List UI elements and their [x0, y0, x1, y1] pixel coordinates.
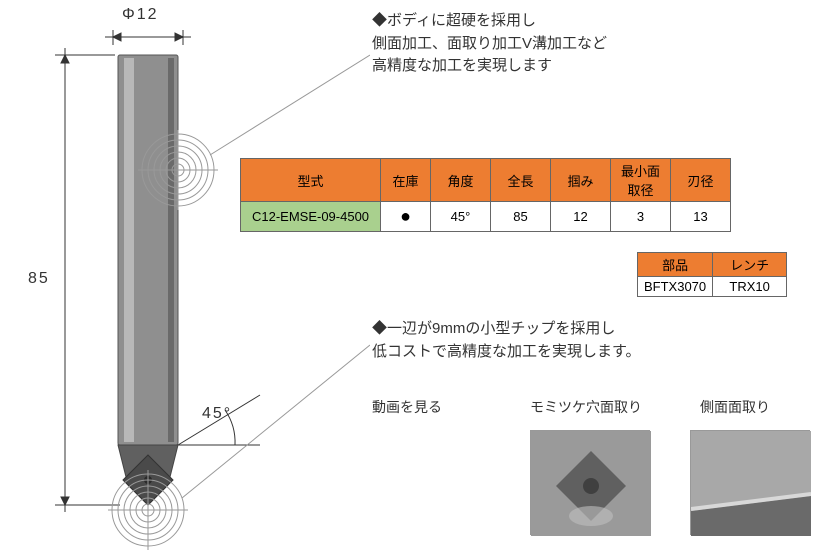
table-header-row: 部品 レンチ [638, 253, 787, 277]
th-grip: 掴み [551, 159, 611, 202]
th-blade: 刃径 [671, 159, 731, 202]
desc-top-line1: ◆ボディに超硬を採用し [372, 10, 607, 33]
side-chamfer-label: 側面面取り [700, 397, 770, 417]
desc-mid-line2: 低コストで高精度な加工を実現します。 [372, 341, 641, 364]
desc-top-line3: 高精度な加工を実現します [372, 55, 607, 78]
td-blade: 13 [671, 202, 731, 232]
technical-drawing: Φ12 85 45° [0, 0, 370, 555]
td-stock: ● [381, 202, 431, 232]
diameter-label: Φ12 [122, 6, 159, 24]
th-part: 部品 [638, 253, 713, 277]
th-chamfer: 最小面取径 [611, 159, 671, 202]
th-angle: 角度 [431, 159, 491, 202]
desc-mid-line1: ◆一辺が9mmの小型チップを採用し [372, 318, 641, 341]
th-stock: 在庫 [381, 159, 431, 202]
td-wrench: TRX10 [713, 277, 787, 297]
side-chamfer-thumbnail[interactable] [690, 430, 810, 535]
length-label: 85 [28, 270, 50, 288]
td-chamfer: 3 [611, 202, 671, 232]
td-length: 85 [491, 202, 551, 232]
td-model: C12-EMSE-09-4500 [241, 202, 381, 232]
spec-table: 型式 在庫 角度 全長 掴み 最小面取径 刃径 C12-EMSE-09-4500… [240, 158, 731, 232]
table-row: BFTX3070 TRX10 [638, 277, 787, 297]
description-top: ◆ボディに超硬を採用し 側面加工、面取り加工V溝加工など 高精度な加工を実現しま… [372, 10, 607, 78]
hole-chamfer-label: モミツケ穴面取り [530, 397, 642, 417]
td-angle: 45° [431, 202, 491, 232]
angle-label: 45° [202, 405, 232, 423]
td-grip: 12 [551, 202, 611, 232]
parts-table: 部品 レンチ BFTX3070 TRX10 [637, 252, 787, 297]
drawing-svg [0, 0, 370, 555]
desc-top-line2: 側面加工、面取り加工V溝加工など [372, 33, 607, 56]
th-wrench: レンチ [713, 253, 787, 277]
td-part: BFTX3070 [638, 277, 713, 297]
video-link-label[interactable]: 動画を見る [372, 397, 442, 417]
th-model: 型式 [241, 159, 381, 202]
hole-chamfer-thumbnail[interactable] [530, 430, 650, 535]
th-length: 全長 [491, 159, 551, 202]
table-row: C12-EMSE-09-4500 ● 45° 85 12 3 13 [241, 202, 731, 232]
table-header-row: 型式 在庫 角度 全長 掴み 最小面取径 刃径 [241, 159, 731, 202]
stock-dot-icon: ● [400, 206, 411, 226]
description-middle: ◆一辺が9mmの小型チップを採用し 低コストで高精度な加工を実現します。 [372, 318, 641, 363]
